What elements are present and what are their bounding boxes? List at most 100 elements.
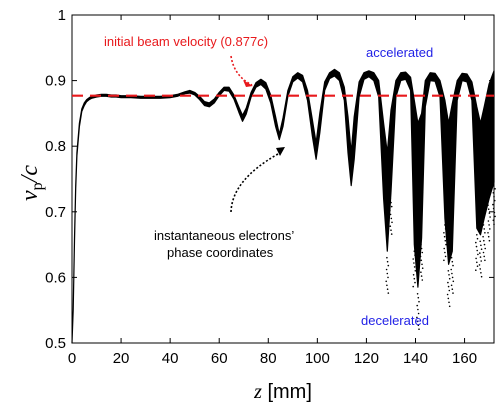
scatter-point [492, 203, 494, 206]
axis-labels: vp/c z [mm] [17, 165, 312, 403]
scatter-point [443, 259, 445, 262]
scatter-point [414, 270, 417, 272]
y-axis-label: vp/c [17, 165, 46, 201]
scatter-point [476, 261, 478, 264]
scatter-point [447, 270, 450, 272]
scatter-point [480, 248, 483, 250]
scatter-point [444, 224, 446, 226]
scatter-point [390, 217, 393, 220]
scatter-point [444, 239, 447, 242]
scatter-point [447, 297, 450, 300]
scatter-point [413, 277, 416, 280]
scatter-point [476, 265, 479, 268]
scatter-point [487, 204, 489, 206]
scatter-point [476, 234, 478, 236]
y-tick-label: 0.7 [45, 204, 66, 221]
scatter-point [482, 224, 485, 226]
scatter-point [419, 255, 422, 258]
scatter-point [475, 245, 478, 248]
scatter-point [385, 268, 388, 271]
scatter-point [418, 328, 420, 331]
scatter-point [476, 237, 479, 240]
scatter-point [390, 233, 393, 235]
scatter-point [448, 277, 451, 280]
scatter-point [475, 269, 477, 272]
scatter-point [443, 235, 446, 238]
scatter-point [494, 188, 496, 190]
scatter-point [487, 232, 489, 234]
scatter-point [480, 275, 483, 278]
annotation-phase-coordinates-line2: phase coordinates [167, 245, 274, 260]
scatter-point [450, 284, 453, 287]
scatter-point [475, 241, 477, 244]
scatter-point [489, 228, 491, 230]
scatter-point [493, 195, 495, 198]
scatter-point [493, 223, 495, 226]
scatter-point [484, 259, 486, 262]
scatter-point [448, 301, 450, 304]
scatter-point [448, 305, 451, 308]
scatter-point [488, 239, 491, 242]
x-tick-label: 140 [403, 350, 428, 367]
scatter-point [413, 250, 416, 252]
scatter-point [483, 243, 486, 246]
scatter-point [484, 232, 486, 234]
scatter-point [417, 312, 420, 315]
scatter-point [483, 255, 486, 258]
y-tick-label: 0.9 [45, 73, 66, 90]
scatter-point [418, 300, 420, 303]
y-tick-label: 0.6 [45, 269, 66, 286]
x-tick-label: 80 [260, 350, 277, 367]
scatter-point [448, 274, 450, 276]
y-tick-label: 1 [58, 7, 66, 24]
scatter-point [488, 212, 491, 214]
scatter-point [479, 252, 481, 254]
scatter-point [476, 249, 479, 252]
scatter-point [487, 220, 490, 222]
scatter-point [420, 275, 423, 277]
scatter-point [420, 243, 422, 246]
scatter-point [478, 264, 481, 266]
scatter-point [451, 288, 454, 291]
x-tick-label: 40 [162, 350, 179, 367]
scatter-point [451, 272, 453, 275]
scatter-point [447, 285, 450, 288]
x-axis-label: z [mm] [253, 381, 312, 403]
scatter-point [414, 281, 416, 284]
plot-area: 0 20 40 60 80 100 120 140 160 0.5 0.6 0.7 0.8 0.9 1 [45, 7, 496, 367]
scatter-point [386, 288, 389, 291]
scatter-point [389, 197, 392, 200]
scatter-point [452, 264, 454, 267]
scatter-point [389, 213, 392, 216]
scatter-point [444, 251, 446, 254]
scatter-point [480, 272, 482, 274]
scatter-point [420, 247, 423, 250]
scatter-point [385, 280, 388, 283]
scatter-point [492, 207, 495, 210]
scatter-point [416, 316, 418, 319]
annotation-arrow-phase-coordinates [230, 153, 279, 213]
scatter-point [477, 253, 479, 256]
x-tick-label: 100 [305, 350, 330, 367]
scatter-point [421, 267, 424, 270]
plot-frame [71, 14, 495, 344]
scatter-point [443, 232, 445, 234]
arrowhead-initial-velocity [243, 80, 253, 87]
scatter-point [487, 235, 490, 238]
scatter-point [412, 285, 415, 288]
scatter-point [421, 251, 424, 254]
scatter-point [387, 276, 389, 279]
scatter-point [421, 279, 424, 281]
scatter-point [443, 247, 446, 250]
scatter-point [480, 260, 483, 262]
arrowhead-phase-coordinates [276, 147, 285, 156]
scatter-point [420, 271, 422, 274]
scatter-point [416, 320, 419, 323]
scatter-point [489, 216, 491, 218]
data-layer [71, 68, 496, 344]
scatter-point [390, 229, 392, 231]
scatter-point [386, 272, 389, 275]
x-tick-label: 160 [452, 350, 477, 367]
scatter-point [479, 240, 482, 243]
